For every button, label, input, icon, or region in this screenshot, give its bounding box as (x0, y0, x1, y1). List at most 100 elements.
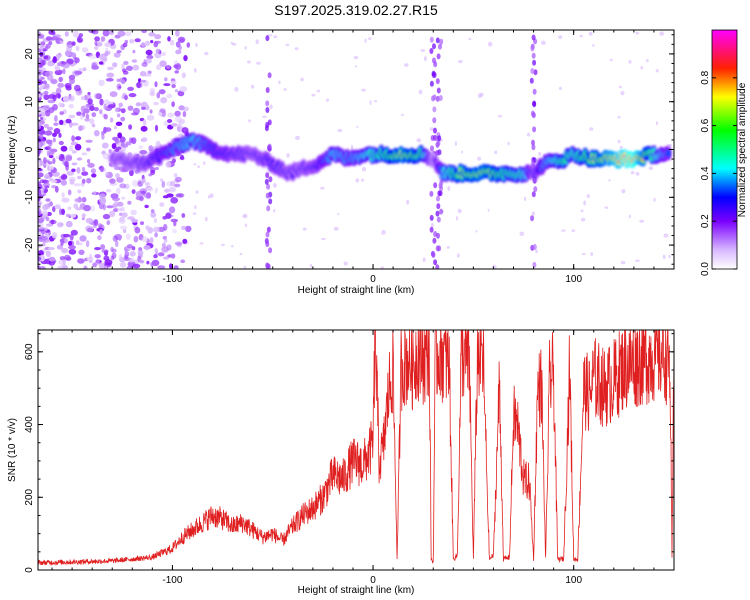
noise-speckle (135, 195, 143, 201)
noise-speckle (85, 139, 93, 143)
noise-speckle (401, 113, 404, 116)
noise-speckle (54, 66, 61, 71)
noise-speckle (179, 156, 185, 161)
noise-speckle (153, 254, 158, 259)
noise-speckle (194, 205, 197, 210)
streak-speckle (438, 190, 443, 197)
streak-speckle (532, 261, 537, 268)
noise-speckle (178, 118, 185, 125)
noise-speckle (75, 45, 80, 52)
noise-speckle (64, 238, 68, 244)
noise-speckle (65, 155, 73, 162)
streak-speckle (268, 198, 273, 205)
noise-speckle (128, 93, 137, 98)
noise-speckle (179, 38, 185, 44)
noise-speckle (159, 202, 165, 207)
noise-speckle (99, 229, 103, 235)
noise-speckle (131, 189, 136, 195)
streak-speckle (265, 100, 270, 107)
noise-speckle (114, 240, 119, 247)
noise-speckle (78, 33, 84, 38)
noise-speckle (44, 110, 51, 117)
noise-speckle (68, 103, 74, 109)
noise-speckle (170, 218, 179, 223)
noise-speckle (93, 190, 97, 196)
noise-speckle (87, 162, 95, 168)
noise-speckle (178, 133, 184, 137)
noise-speckle (122, 70, 129, 75)
noise-speckle (42, 104, 51, 110)
noise-speckle (179, 86, 188, 93)
noise-speckle (141, 178, 145, 184)
noise-speckle (94, 254, 101, 259)
noise-speckle (99, 165, 105, 173)
noise-speckle (186, 42, 191, 48)
noise-speckle (174, 89, 179, 93)
noise-speckle (269, 104, 273, 110)
noise-speckle (156, 92, 161, 99)
noise-speckle (54, 115, 58, 122)
noise-speckle (45, 198, 51, 202)
noise-speckle (130, 209, 137, 216)
noise-speckle (121, 212, 128, 218)
noise-speckle (46, 211, 52, 217)
colorbar-gradient (711, 29, 738, 270)
noise-speckle (320, 186, 325, 190)
noise-speckle (99, 98, 104, 106)
noise-speckle (50, 219, 55, 225)
noise-speckle (108, 149, 112, 154)
streak-speckle (432, 94, 437, 101)
noise-speckle (68, 145, 74, 152)
noise-speckle (139, 188, 148, 194)
noise-speckle (89, 205, 96, 212)
noise-speckle (204, 216, 208, 222)
noise-speckle (158, 89, 166, 95)
noise-speckle (61, 61, 67, 65)
streak-speckle (429, 190, 434, 197)
noise-speckle (173, 60, 178, 66)
noise-speckle (91, 123, 96, 128)
noise-speckle (115, 146, 122, 150)
noise-speckle (468, 37, 472, 41)
noise-speckle (104, 259, 113, 266)
streak-speckle (429, 226, 434, 233)
noise-speckle (119, 225, 128, 230)
y-tick-label: 200 (24, 488, 35, 505)
noise-speckle (64, 31, 69, 37)
noise-speckle (74, 70, 83, 75)
noise-speckle (156, 64, 162, 71)
noise-speckle (59, 119, 64, 125)
streak-speckle (267, 72, 272, 79)
streak-speckle (436, 216, 441, 223)
noise-speckle (44, 175, 51, 179)
streak-speckle (429, 80, 434, 87)
noise-speckle (67, 189, 72, 196)
noise-speckle (119, 216, 125, 222)
noise-speckle (646, 59, 649, 63)
noise-speckle (527, 132, 531, 137)
noise-speckle (65, 44, 73, 49)
noise-speckle (146, 260, 150, 265)
noise-speckle (659, 31, 665, 36)
noise-speckle (655, 121, 659, 126)
streak-speckle (430, 145, 434, 152)
noise-speckle (430, 223, 434, 228)
noise-speckle (158, 112, 163, 116)
noise-speckle (102, 152, 110, 160)
noise-speckle (267, 34, 273, 37)
noise-speckle (79, 235, 87, 242)
noise-speckle (61, 197, 70, 203)
streak-speckle (438, 182, 443, 189)
noise-speckle (60, 179, 67, 186)
streak-speckle (532, 101, 537, 108)
noise-speckle (256, 61, 261, 65)
streak-speckle (432, 117, 437, 124)
noise-speckle (154, 81, 158, 88)
noise-speckle (154, 187, 158, 194)
streak-speckle (531, 160, 536, 167)
noise-speckle (38, 250, 44, 255)
spectrogram-ridge (108, 132, 672, 184)
streak-speckle (437, 135, 442, 142)
noise-speckle (262, 115, 267, 119)
noise-speckle (300, 77, 304, 82)
